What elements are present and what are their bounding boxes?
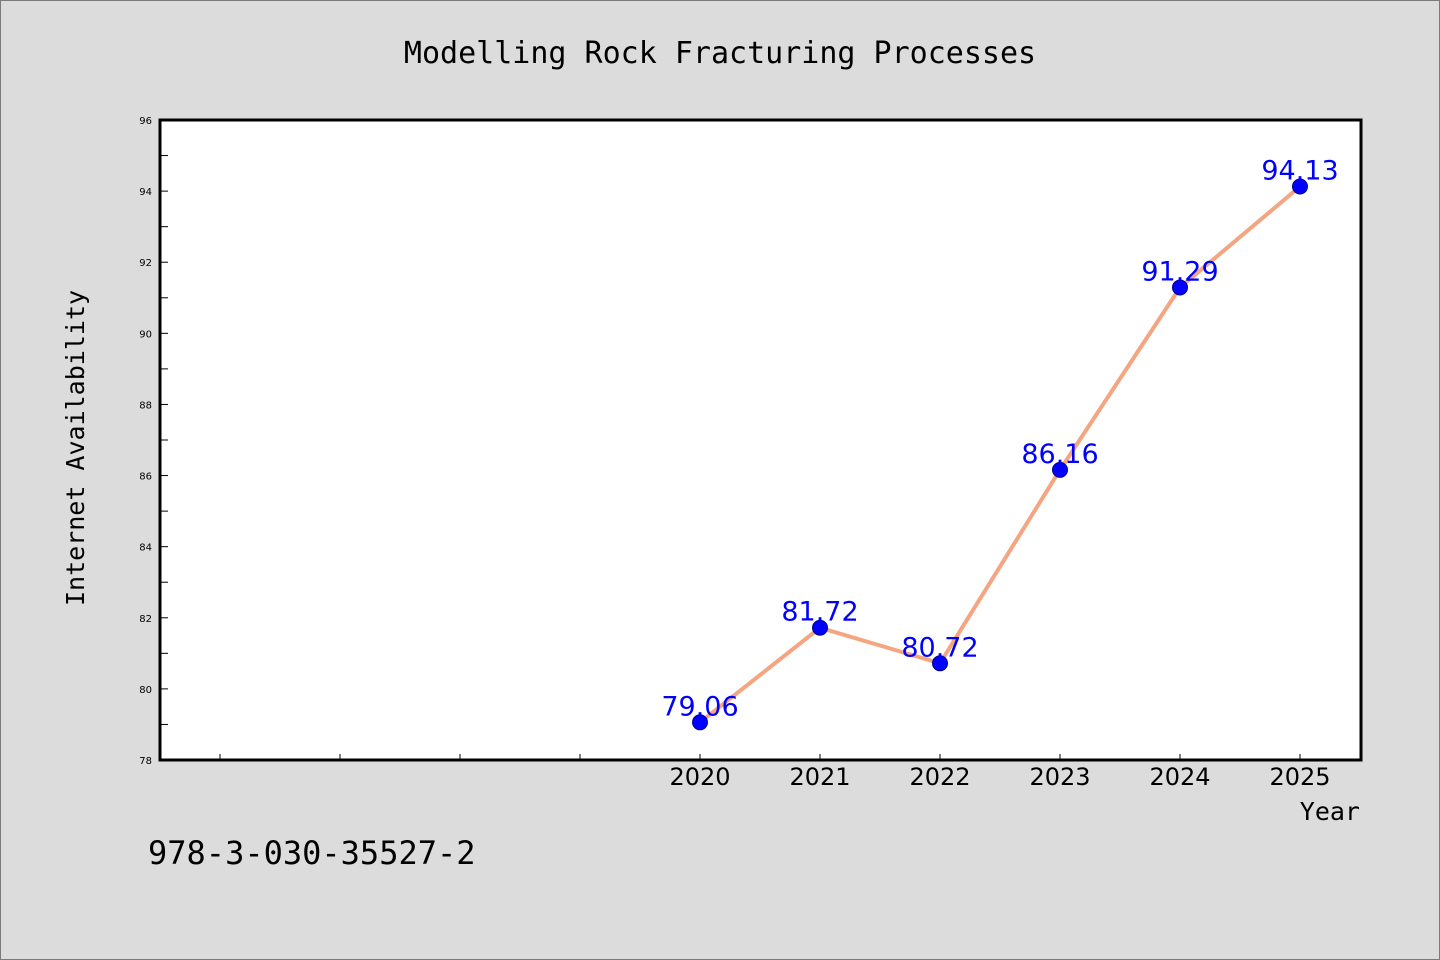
y-tick-label: 82: [139, 614, 152, 625]
data-label: 81.72: [781, 597, 858, 628]
y-tick-label: 80: [139, 685, 152, 696]
data-point: [1292, 178, 1308, 195]
data-point: [932, 655, 948, 672]
chart-title: Modelling Rock Fracturing Processes: [404, 36, 1036, 71]
x-tick-label: 2022: [909, 763, 970, 791]
y-tick-label: 86: [139, 472, 152, 483]
data-point: [1172, 279, 1188, 296]
x-tick-label: 2023: [1029, 763, 1090, 791]
x-tick-label: 2021: [789, 763, 850, 791]
data-label: 80.72: [901, 632, 978, 663]
x-tick-label: 2025: [1269, 763, 1330, 791]
data-series: 79.06 81.72 80.72 86.16 91.29 94.13: [661, 155, 1339, 731]
x-axis: 2020 2021 2022 2023 2024 2025: [219, 754, 1331, 791]
data-label: 91.29: [1141, 256, 1218, 287]
y-axis: 78 80 82 84 86 88 90 92 94 96: [139, 116, 168, 767]
x-tick-label: 2020: [669, 763, 730, 791]
data-point: [692, 714, 708, 731]
data-label: 94.13: [1261, 155, 1338, 186]
y-tick-label: 84: [139, 543, 152, 554]
data-label: 79.06: [661, 691, 738, 722]
isbn-text: 978-3-030-35527-2: [148, 834, 476, 872]
series-line: [698, 184, 1302, 724]
plot-area: [158, 118, 1363, 762]
y-tick-label: 90: [139, 329, 152, 340]
y-tick-label: 92: [139, 258, 152, 269]
data-label: 86.16: [1021, 439, 1098, 470]
y-tick-label: 96: [139, 116, 152, 127]
x-axis-title: Year: [1300, 797, 1360, 826]
y-tick-label: 88: [139, 400, 152, 411]
x-tick-label: 2024: [1149, 763, 1210, 791]
y-axis-title: Internet Availability: [61, 290, 90, 606]
data-point: [812, 619, 828, 636]
y-tick-label: 78: [139, 756, 152, 767]
y-tick-label: 94: [139, 187, 152, 198]
data-point: [1052, 461, 1068, 478]
